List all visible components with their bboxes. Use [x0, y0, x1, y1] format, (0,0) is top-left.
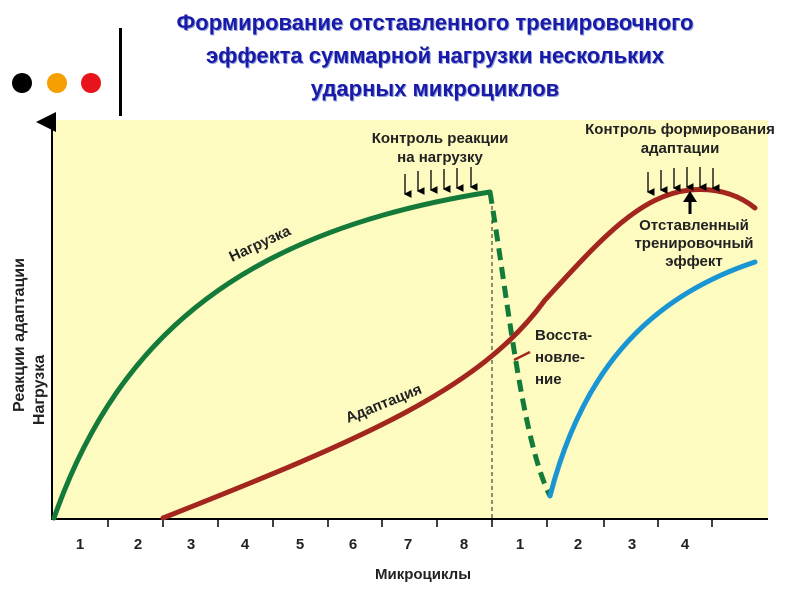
control-load-label-line-2: на нагрузку — [397, 149, 483, 166]
x-tick-label: 6 — [349, 536, 357, 553]
red-dot-icon — [81, 73, 101, 93]
x-tick-label: 5 — [296, 536, 304, 553]
y-axis-label-line-2: Нагрузка — [31, 355, 48, 425]
x-axis-label: Микроциклы — [375, 566, 471, 583]
y-axis-label-line-1: Реакции адаптации — [11, 258, 28, 412]
x-tick-label: 3 — [628, 536, 636, 553]
title-line-3: ударных микроциклов — [310, 76, 560, 101]
control-adapt-label-line-2: адаптации — [641, 140, 720, 157]
title-divider — [119, 28, 122, 116]
recovery-pointer — [513, 350, 531, 362]
x-tick-label: 2 — [574, 536, 582, 553]
control-adapt-arrows — [646, 167, 720, 196]
x-tick-label: 4 — [681, 536, 690, 553]
recovery-curve — [547, 259, 758, 499]
control-load-label-line-1: Контроль реакции — [372, 130, 509, 147]
load-drop-curve — [487, 191, 553, 498]
delayed-effect-label-line-2: тренировочный — [634, 235, 753, 252]
x-tick-label: 3 — [187, 536, 195, 553]
orange-dot-icon — [47, 73, 67, 93]
delayed-effect-arrow-icon — [683, 191, 697, 214]
page-title: Формирование отставленного тренировочног… — [120, 6, 750, 105]
title-line-2: эффекта суммарной нагрузки нескольких — [206, 43, 664, 68]
black-dot-icon — [12, 73, 32, 93]
x-tick-label: 1 — [516, 536, 524, 553]
x-tick-marks — [107, 519, 713, 527]
x-tick-label: 2 — [134, 536, 142, 553]
recovery-label-line-3: ние — [535, 371, 562, 388]
delayed-effect-label-line-1: Отставленный — [639, 217, 749, 234]
load-curve — [51, 189, 493, 521]
recovery-label-line-1: Восста- — [535, 327, 592, 344]
x-tick-label: 4 — [241, 536, 250, 553]
recovery-label-line-2: новле- — [535, 349, 585, 366]
x-tick-label: 8 — [460, 536, 468, 553]
control-load-arrows — [403, 167, 478, 198]
control-adapt-label-line-1: Контроль формирования — [585, 121, 775, 138]
x-tick-label: 1 — [76, 536, 84, 553]
delayed-effect-label-line-3: эффект — [665, 253, 723, 270]
x-tick-label: 7 — [404, 536, 412, 553]
title-line-1: Формирование отставленного тренировочног… — [176, 10, 694, 35]
